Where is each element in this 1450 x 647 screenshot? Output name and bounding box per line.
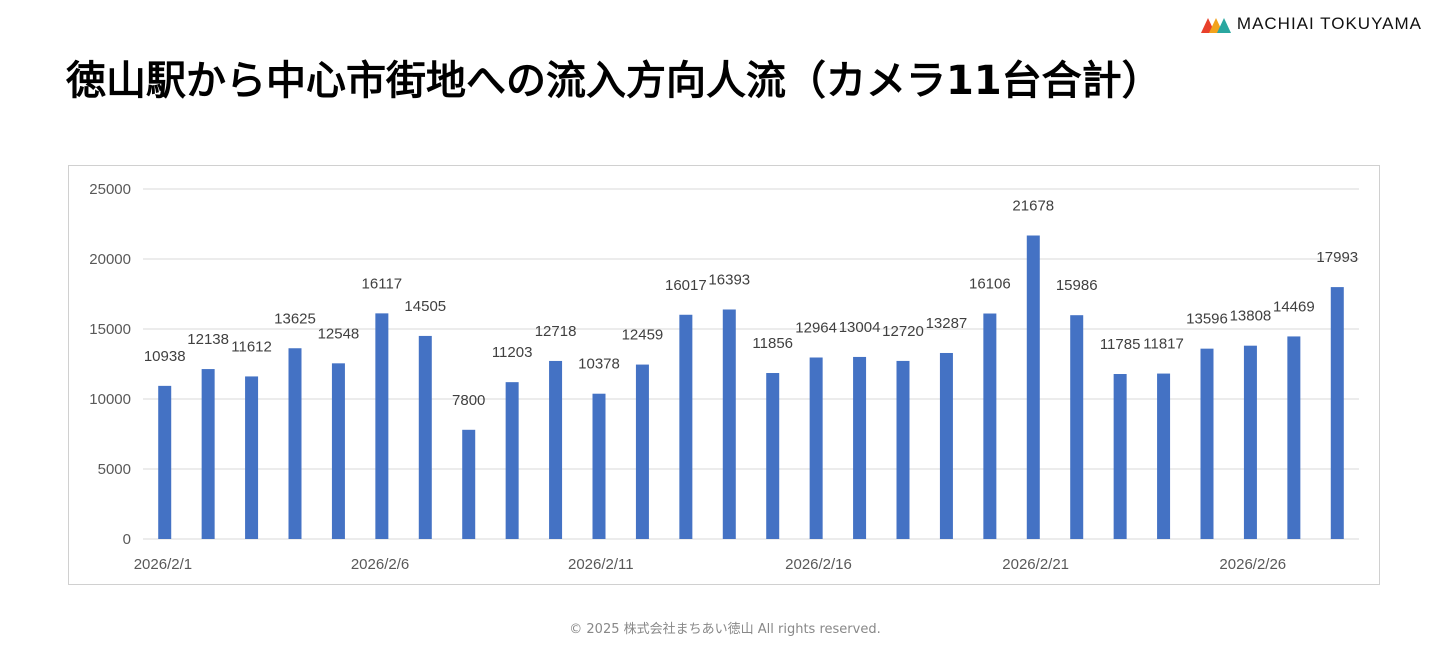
chart-area: 0 5000 10000 15000 20000 25000 10938 12138 11612…	[68, 165, 1380, 585]
data-label: 12459	[622, 327, 664, 344]
bar	[635, 364, 649, 539]
x-tick-label: 2026/2/1	[134, 556, 192, 573]
bar	[418, 335, 432, 539]
data-label: 11203	[492, 344, 533, 361]
y-tick-label: 0	[123, 531, 131, 548]
x-tick-label: 2026/2/26	[1219, 556, 1286, 573]
data-label: 12138	[187, 331, 229, 348]
data-label: 11817	[1143, 336, 1184, 353]
bar	[505, 382, 519, 539]
bar	[1330, 287, 1344, 539]
data-label: 13004	[839, 319, 881, 336]
data-label: 12720	[882, 323, 924, 340]
data-label: 14469	[1273, 298, 1315, 315]
data-label: 13287	[926, 315, 968, 332]
brand-name: MACHIAI TOKUYAMA	[1236, 14, 1422, 33]
bar	[288, 348, 302, 539]
y-tick-label: 20000	[89, 251, 131, 268]
bar	[549, 360, 563, 539]
data-label: 16017	[665, 277, 707, 294]
data-label: 16393	[708, 271, 750, 288]
data-label: 13808	[1230, 308, 1272, 325]
bar	[1243, 345, 1257, 539]
y-tick-label: 15000	[89, 321, 131, 338]
bar	[809, 357, 823, 539]
y-tick-label: 25000	[89, 181, 131, 198]
bar	[679, 314, 693, 539]
data-label: 12964	[795, 320, 837, 337]
bar	[766, 373, 780, 539]
data-label: 11785	[1100, 336, 1141, 353]
data-label: 16106	[969, 276, 1011, 293]
data-label: 13596	[1186, 311, 1228, 328]
bar	[1157, 373, 1171, 539]
bar	[592, 393, 606, 539]
data-label: 14505	[404, 298, 446, 315]
data-label: 12548	[318, 325, 360, 342]
bar	[331, 363, 345, 539]
bar	[201, 369, 215, 539]
data-label: 11856	[752, 335, 793, 352]
x-tick-label: 2026/2/6	[351, 556, 409, 573]
bar	[896, 360, 910, 539]
data-label: 21678	[1012, 198, 1054, 215]
bar	[853, 356, 867, 539]
data-label: 12718	[535, 323, 577, 340]
y-tick-label: 10000	[89, 391, 131, 408]
tri-color-mountain-icon	[1200, 18, 1231, 33]
bar	[1200, 348, 1214, 539]
data-label: 7800	[452, 392, 485, 409]
x-tick-label: 2026/2/11	[568, 556, 634, 573]
x-tick-label: 2026/2/16	[785, 556, 852, 573]
bar	[462, 429, 476, 539]
bar	[722, 309, 736, 539]
brand-logo: MACHIAI TOKUYAMA	[1200, 14, 1422, 34]
data-label: 10378	[578, 356, 620, 373]
y-tick-label: 5000	[98, 461, 131, 478]
data-label: 16117	[362, 275, 403, 292]
bar	[245, 376, 259, 539]
data-label: 11612	[231, 338, 272, 355]
copyright-footer: © 2025 株式会社まちあい徳山 All rights reserved.	[569, 622, 881, 637]
data-label: 15986	[1056, 277, 1098, 294]
bar	[1070, 315, 1084, 539]
bar	[158, 385, 172, 539]
bar	[1113, 374, 1127, 539]
data-label: 10938	[144, 348, 186, 365]
bar	[1287, 336, 1301, 539]
chart-title: 徳山駅から中心市街地への流入方向人流（カメラ11台合計）	[66, 58, 1162, 104]
bar	[1026, 235, 1040, 539]
data-label: 13625	[274, 310, 316, 327]
data-label: 17993	[1316, 249, 1358, 266]
x-tick-label: 2026/2/21	[1002, 556, 1069, 573]
bar	[375, 313, 389, 539]
bar	[939, 352, 953, 539]
bar	[983, 313, 997, 539]
